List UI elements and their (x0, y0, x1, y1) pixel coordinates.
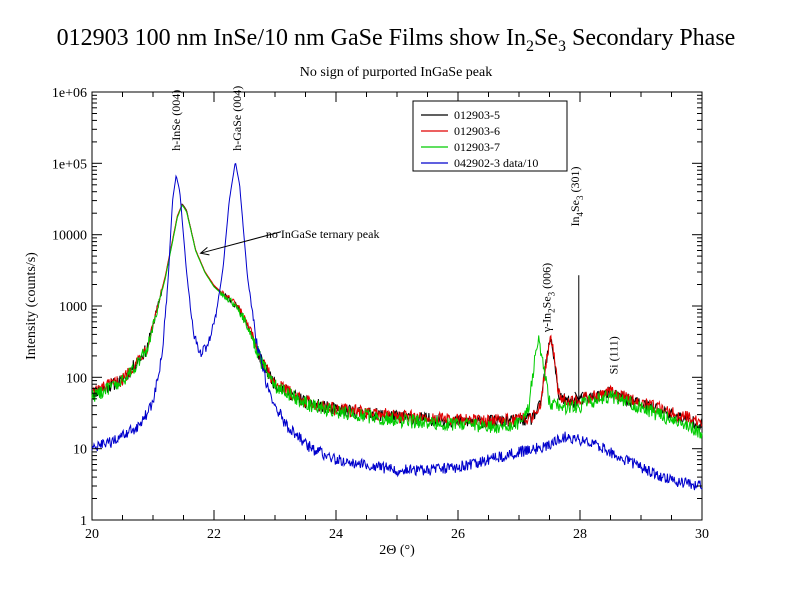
title-text-2: Se (534, 25, 558, 51)
title-sub-1: 2 (526, 38, 534, 55)
svg-text:012903 100 nm InSe/10 nm GaSe: 012903 100 nm InSe/10 nm GaSe Films show… (57, 25, 736, 55)
legend: 012903-5 012903-6 012903-7 042902-3 data/10 (412, 100, 568, 172)
annotation: no InGaSe ternary peak (266, 227, 380, 241)
y-tick-label: 1000 (59, 300, 87, 315)
x-tick-label: 28 (573, 527, 587, 542)
annotation-arrow (200, 231, 282, 254)
title-text-1: 012903 100 nm InSe/10 nm GaSe Films show… (57, 25, 526, 51)
legend-items: 012903-5 012903-6 012903-7 042902-3 data/10 (421, 108, 538, 170)
legend-label: 012903-7 (454, 140, 500, 154)
plot-frame (91, 91, 703, 521)
series-layer (91, 162, 703, 491)
arrow-head (574, 391, 584, 402)
title-sub-2: 3 (558, 38, 566, 55)
x-tick-label: 26 (451, 527, 465, 542)
legend-label: 012903-5 (454, 108, 500, 122)
x-tick-label: 24 (329, 527, 343, 542)
y-tick-label: 1e+06 (52, 86, 87, 101)
y-tick-label: 10 (73, 443, 87, 458)
y-tick-label: 1e+05 (52, 157, 87, 172)
annotation: Si (111) (607, 336, 621, 374)
y-tick-label: 10000 (52, 229, 87, 244)
y-tick-label: 1 (80, 514, 87, 529)
series-line-4 (91, 162, 703, 491)
annotation: h-InSe (004) (169, 90, 183, 151)
x-tick-label: 30 (695, 527, 709, 542)
legend-label: 012903-6 (454, 124, 500, 138)
x-tick-label: 20 (85, 527, 99, 542)
arrow-head (199, 246, 210, 256)
series-line-3 (91, 204, 703, 439)
y-tick-label: 100 (66, 371, 87, 386)
title-text-3: Secondary Phase (566, 25, 735, 51)
annotation: h-GaSe (004) (230, 86, 244, 151)
y-axis-label: Intensity (counts/s) (24, 252, 39, 360)
phase-annotation: γ-In2Se3 (006) (540, 263, 557, 333)
annotation-layer: h-InSe (004) h-GaSe (004) no InGaSe ternar… (169, 86, 621, 402)
y-axis: 1 10 100 1000 10000 1e+05 1e+06 (52, 86, 702, 529)
x-axis: 20 22 24 26 28 30 (85, 92, 709, 542)
x-tick-label: 22 (207, 527, 221, 542)
x-axis-label: 2Θ (°) (379, 543, 415, 558)
chart-title: 012903 100 nm InSe/10 nm GaSe Films show… (57, 25, 736, 55)
legend-label: 042902-3 data/10 (454, 156, 538, 170)
chart-subtitle: No sign of purported InGaSe peak (300, 65, 492, 80)
legend-box (412, 100, 568, 172)
phase-annotation: In4Se3 (301) (568, 167, 585, 227)
